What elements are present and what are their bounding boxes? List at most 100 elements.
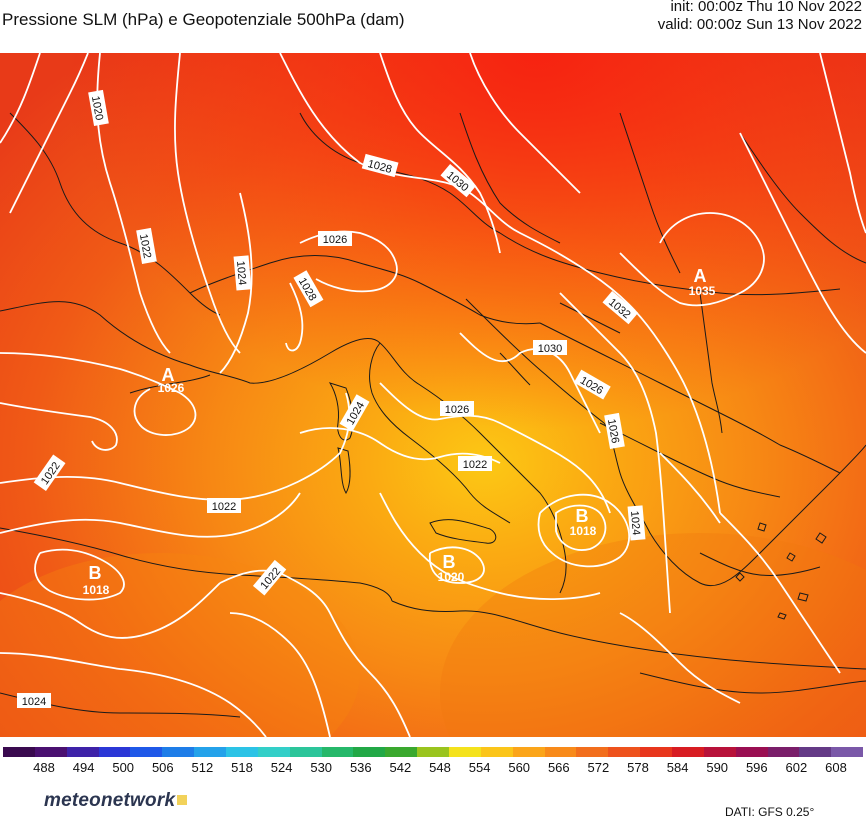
color-scale-tick: 560 [508,760,531,775]
color-scale-segment [640,747,673,757]
color-scale-segment [831,747,864,757]
svg-text:1026: 1026 [605,418,621,444]
isobar-label: 1026 [440,401,474,416]
brand-logo: meteonetwork [44,790,188,812]
svg-text:1022: 1022 [137,233,153,259]
isobar-label: 1022 [207,498,241,513]
isobar-label: 1026 [318,231,352,246]
color-scale-tick: 602 [785,760,808,775]
color-scale-tick: 494 [72,760,95,775]
color-scale-tick: 578 [627,760,649,775]
color-scale-tick: 512 [191,760,214,775]
svg-text:B: B [443,552,456,572]
low-center: B 1020 [438,552,465,584]
color-scale-segment [130,747,163,757]
svg-text:1020: 1020 [438,570,465,584]
color-scale-segment [194,747,227,757]
color-scale-segment [34,747,67,757]
color-scale-ticks: 488 494 500 506 512 518 524 530 536 542 548 554 560 5… [0,760,866,778]
color-scale-tick: 518 [231,760,253,775]
map-canvas: 1020 1022 1024 1028 1026 1030 1028 1032 … [0,53,866,737]
isobar-label: 1020 [88,89,109,126]
color-scale-tick: 608 [825,760,847,775]
color-scale-tick: 548 [429,760,451,775]
weather-map: 1020 1022 1024 1028 1026 1030 1028 1032 … [0,53,866,737]
svg-text:1020: 1020 [89,95,105,121]
color-scale-segment [385,747,418,757]
svg-text:B: B [576,506,589,526]
svg-text:1026: 1026 [158,381,185,395]
color-scale-tick: 488 [33,760,55,775]
data-source: DATI: GFS 0.25° [725,805,815,819]
high-center: A 1026 [158,365,185,395]
isobar-label: 1024 [17,693,51,708]
geopotential-ridge-south [440,533,866,737]
low-center: B 1018 [83,563,110,597]
color-scale-segment [799,747,832,757]
color-scale-segment [3,747,35,757]
isobar-label: 1024 [627,505,646,541]
color-scale-segment [257,747,290,757]
color-scale-segment [321,747,354,757]
isobar-label: 1022 [136,227,157,264]
svg-text:1026: 1026 [323,234,347,246]
svg-text:1035: 1035 [689,284,716,298]
color-scale-tick: 524 [270,760,293,775]
color-scale-segment [66,747,99,757]
color-scale-segment [449,747,481,757]
color-scale-tick: 506 [151,760,174,775]
color-scale-segment [480,747,513,757]
color-scale [3,747,864,757]
color-scale-segment [672,747,704,757]
color-scale-tick: 596 [745,760,768,775]
valid-time: valid: 00:00z Sun 13 Nov 2022 [657,16,862,33]
svg-text:1030: 1030 [538,343,562,355]
svg-text:B: B [89,563,102,583]
color-scale-segment [226,747,258,757]
color-scale-tick: 566 [547,760,570,775]
svg-text:1026: 1026 [445,404,469,416]
color-scale-tick: 500 [112,760,135,775]
color-scale-segment [735,747,768,757]
low-center: B 1018 [570,506,597,538]
isobar-label: 1026 [604,412,625,449]
color-scale-tick: 590 [706,760,729,775]
color-scale-segment [544,747,577,757]
pressure-centers: A 1035 A 1026 B 1018 B 1020 B 1018 [83,266,716,597]
svg-text:1024: 1024 [234,260,248,285]
color-scale-tick: 572 [587,760,610,775]
isobar-label: 1028 [368,227,402,242]
svg-text:1024: 1024 [628,510,642,535]
color-scale-segment [608,747,641,757]
svg-text:1018: 1018 [570,524,597,538]
color-scale-segment [512,747,545,757]
color-scale-tick: 542 [389,760,412,775]
svg-text:A: A [162,365,175,385]
color-scale-segment [576,747,609,757]
isobars [0,53,866,737]
color-scale-tick: 554 [468,760,491,775]
color-scale-tick: 584 [666,760,689,775]
color-scale-segment [767,747,800,757]
svg-text:1022: 1022 [463,459,487,471]
init-time: init: 00:00z Thu 10 Nov 2022 [670,0,862,15]
color-scale-tick: 530 [310,760,333,775]
color-scale-segment [353,747,386,757]
isobar-label: 1022 [458,456,492,471]
high-center: A 1035 [689,266,716,298]
color-scale-segment [703,747,736,757]
coastlines [0,112,866,718]
svg-text:A: A [694,266,707,286]
color-scale-segment [417,747,450,757]
svg-text:1022: 1022 [212,501,236,513]
color-scale-segment [289,747,322,757]
svg-text:1018: 1018 [83,583,110,597]
chart-title: Pressione SLM (hPa) e Geopotenziale 500h… [2,10,405,29]
color-scale-segment [98,747,131,757]
isobar-label: 1024 [233,255,252,291]
geopotential-high [0,53,866,737]
svg-text:1024: 1024 [22,696,46,708]
color-scale-segment [162,747,195,757]
color-scale-tick: 536 [349,760,372,775]
svg-text:1028: 1028 [373,230,397,242]
